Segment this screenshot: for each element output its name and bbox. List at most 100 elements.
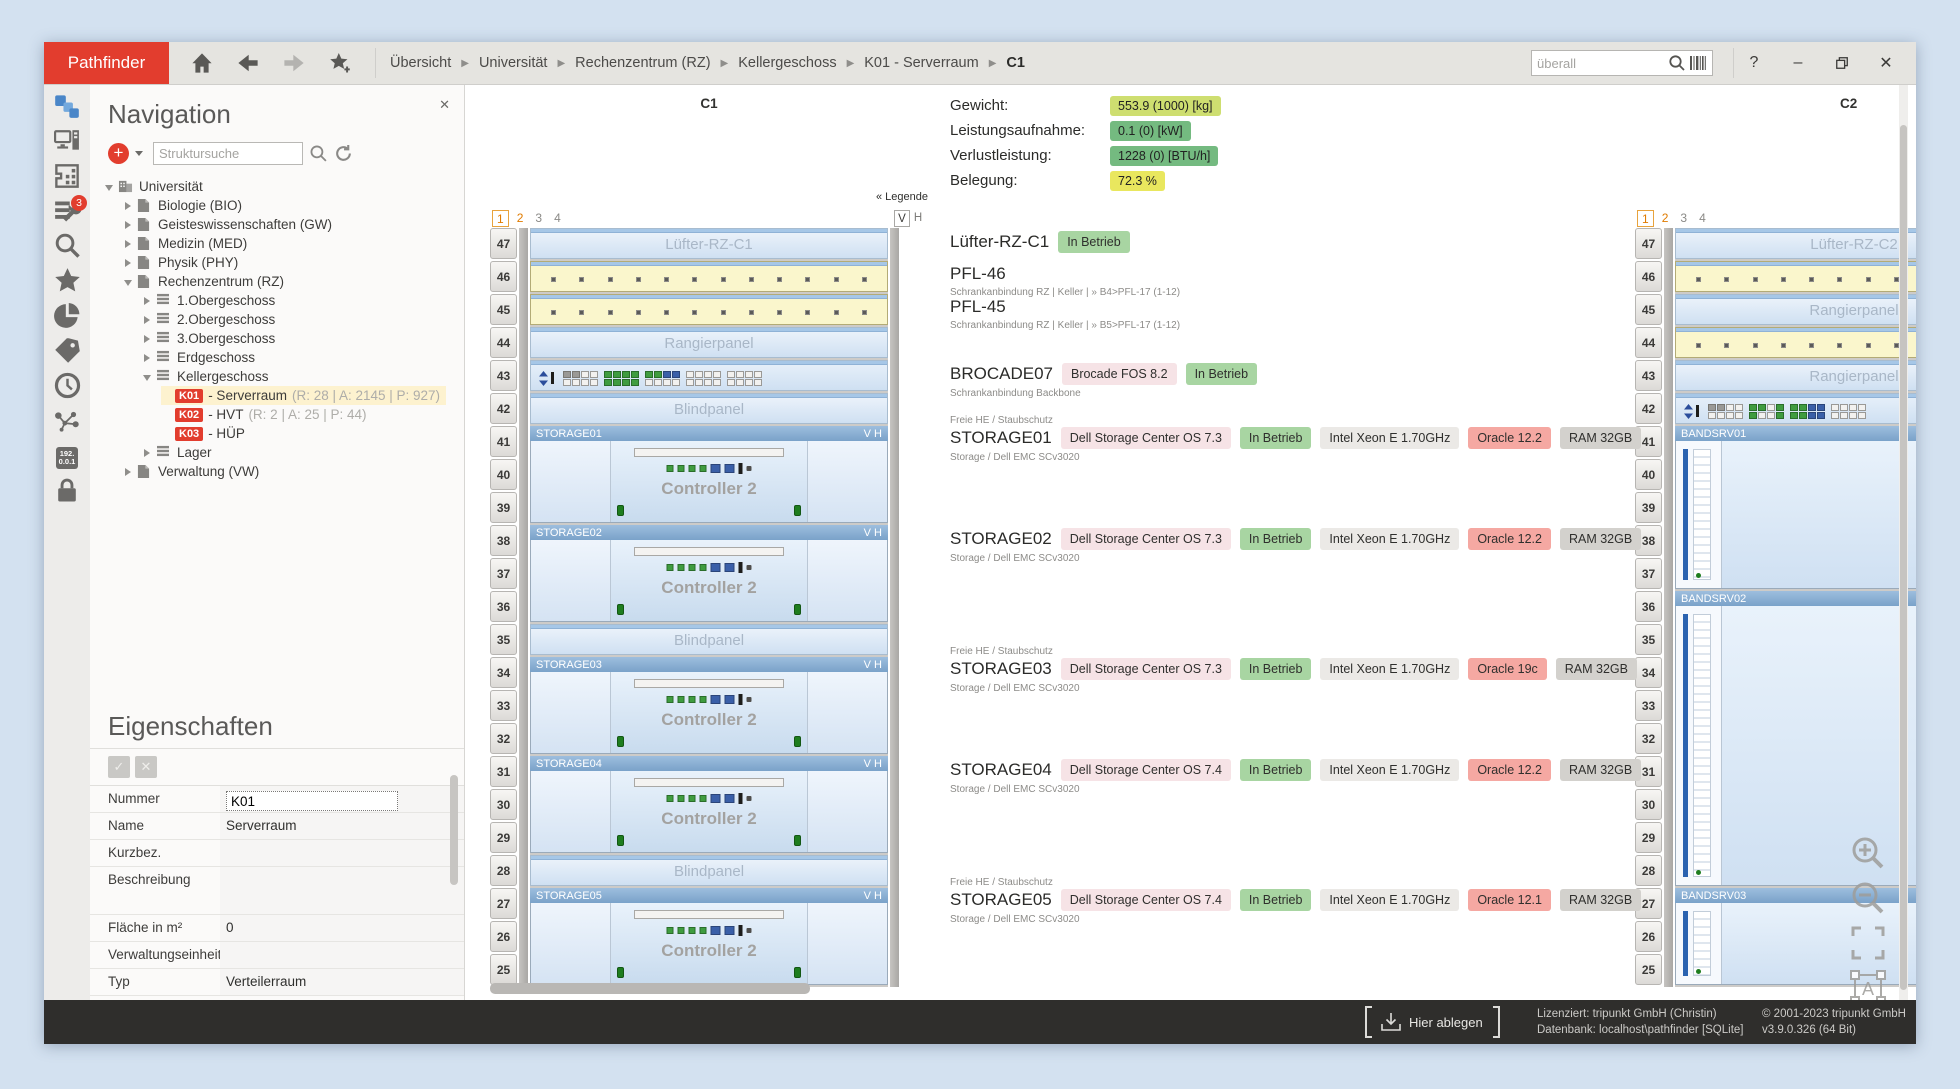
rack-device-bandsrv01[interactable]: BANDSRV01 [1675,426,1916,589]
tree-item[interactable]: Physik (PHY) [104,253,464,272]
tree-item[interactable]: Universität [104,177,464,196]
rack-device-switch[interactable] [1675,393,1916,424]
minimize-button[interactable]: – [1778,48,1818,78]
expand-icon[interactable] [123,258,133,268]
expand-icon[interactable] [123,239,133,249]
device-name[interactable]: Lüfter-RZ-C1 [950,232,1049,252]
back-icon[interactable] [237,52,259,74]
favorite-add-icon[interactable] [329,52,351,74]
device-name[interactable]: PFL-46 [950,264,1006,284]
zoom-out-icon[interactable] [1850,880,1886,916]
fit-view-icon[interactable] [1850,925,1886,961]
rack-view-tab[interactable]: 3 [531,210,546,227]
rack-device-storage01[interactable]: STORAGE01V HController 2 [530,426,888,523]
restore-button[interactable] [1822,48,1862,78]
sidebar-item-reports[interactable] [48,303,86,333]
rack-device-patch[interactable] [530,294,888,325]
vertical-scrollbar[interactable] [1899,85,1908,1000]
rack-device-storage04[interactable]: STORAGE04V HController 2 [530,756,888,853]
rack-device-blindpanel[interactable]: Blindpanel [530,393,888,424]
rack-view-tab[interactable]: 2 [1658,210,1673,227]
tree-item[interactable]: K03- HÜP [104,424,464,443]
rack-device-blindpanel[interactable]: Blindpanel [530,624,888,655]
home-icon[interactable] [191,52,213,74]
navigation-close-icon[interactable]: ✕ [439,97,450,113]
collapse-icon[interactable] [104,182,114,192]
rack-device-l-fter-rz-c1[interactable]: Lüfter-RZ-C1 [530,228,888,259]
refresh-icon[interactable] [334,144,353,163]
device-name[interactable]: STORAGE02 [950,529,1052,549]
tree-item[interactable]: Verwaltung (VW) [104,462,464,481]
rack-view-tab[interactable]: 1 [1637,210,1654,227]
device-name[interactable]: BROCADE07 [950,364,1053,384]
horizontal-scrollbar[interactable] [490,983,810,994]
structure-search-icon[interactable] [309,144,328,163]
device-name[interactable]: STORAGE01 [950,428,1052,448]
structure-search-input[interactable] [153,142,303,165]
rack-device-patch[interactable] [1675,261,1916,292]
sidebar-item-topology[interactable] [48,408,86,438]
device-name[interactable]: PFL-45 [950,297,1006,317]
tree-item[interactable]: K01- Serverraum(R: 28 | A: 2145 | P: 927… [104,386,464,405]
sidebar-item-history[interactable] [48,373,86,403]
close-button[interactable]: ✕ [1866,48,1906,78]
rack-device-switch[interactable] [530,360,888,391]
drop-zone[interactable]: Hier ablegen [1365,1006,1500,1038]
rack-device-l-fter-rz-c2[interactable]: Lüfter-RZ-C2 [1675,228,1916,259]
tree-item[interactable]: Medizin (MED) [104,234,464,253]
collapse-icon[interactable] [123,277,133,287]
rack-device-blindpanel[interactable]: Blindpanel [530,855,888,886]
breadcrumb-item[interactable]: Übersicht [390,55,451,71]
tree-item[interactable]: Lager [104,443,464,462]
rack-view-tab[interactable]: 1 [492,210,509,227]
apply-button[interactable]: ✓ [108,756,130,778]
rack-device-rangierpanel[interactable]: Rangierpanel [1675,360,1916,391]
rack-device-rangierpanel[interactable]: Rangierpanel [530,327,888,358]
rack-view-tab[interactable]: 2 [513,210,528,227]
tree-item[interactable]: K02- HVT(R: 2 | A: 25 | P: 44) [104,405,464,424]
zoom-in-icon[interactable] [1850,835,1886,871]
expand-icon[interactable] [123,201,133,211]
tree-item[interactable]: Biologie (BIO) [104,196,464,215]
device-name[interactable]: STORAGE05 [950,890,1052,910]
search-icon[interactable] [1668,54,1686,72]
breadcrumb-item[interactable]: C1 [1006,55,1025,71]
expand-icon[interactable] [123,220,133,230]
global-search-input[interactable] [1537,56,1665,71]
sidebar-item-hardware[interactable] [48,128,86,158]
breadcrumb-item[interactable]: Kellergeschoss [738,55,836,71]
help-button[interactable]: ? [1734,48,1774,78]
rack-device-patch[interactable] [1675,327,1916,358]
rack-view-tab[interactable]: 4 [550,210,565,227]
expand-icon[interactable] [142,448,152,458]
expand-icon[interactable] [142,334,152,344]
sidebar-item-tags[interactable] [48,338,86,368]
properties-scrollbar[interactable] [450,775,458,885]
rack-device-patch[interactable] [530,261,888,292]
expand-icon[interactable] [123,467,133,477]
collapse-icon[interactable] [142,372,152,382]
breadcrumb-item[interactable]: Universität [479,55,548,71]
sidebar-item-lock[interactable] [48,478,86,508]
cancel-button[interactable]: ✕ [135,756,157,778]
sidebar-item-structure-navigation[interactable] [48,93,86,123]
tree-item[interactable]: 1.Obergeschoss [104,291,464,310]
add-structure-button[interactable]: + [108,143,129,164]
rack-view-tab[interactable]: 3 [1676,210,1691,227]
tree-item[interactable]: Erdgeschoss [104,348,464,367]
label-mode-icon[interactable]: A [1850,970,1886,1000]
add-dropdown-caret-icon[interactable] [135,151,143,156]
tree-item[interactable]: Kellergeschoss [104,367,464,386]
tree-item[interactable]: 3.Obergeschoss [104,329,464,348]
sidebar-item-search[interactable] [48,233,86,263]
orientation-h[interactable]: H [910,210,926,227]
device-name[interactable]: STORAGE03 [950,659,1052,679]
legend-link[interactable]: « Legende [490,191,928,203]
sidebar-item-tasks[interactable]: 3 [48,198,86,228]
forward-icon[interactable] [283,52,305,74]
property-input[interactable] [226,791,398,811]
rack-view-tab[interactable]: 4 [1695,210,1710,227]
expand-icon[interactable] [142,315,152,325]
orientation-v[interactable]: V [894,210,910,227]
expand-icon[interactable] [142,296,152,306]
